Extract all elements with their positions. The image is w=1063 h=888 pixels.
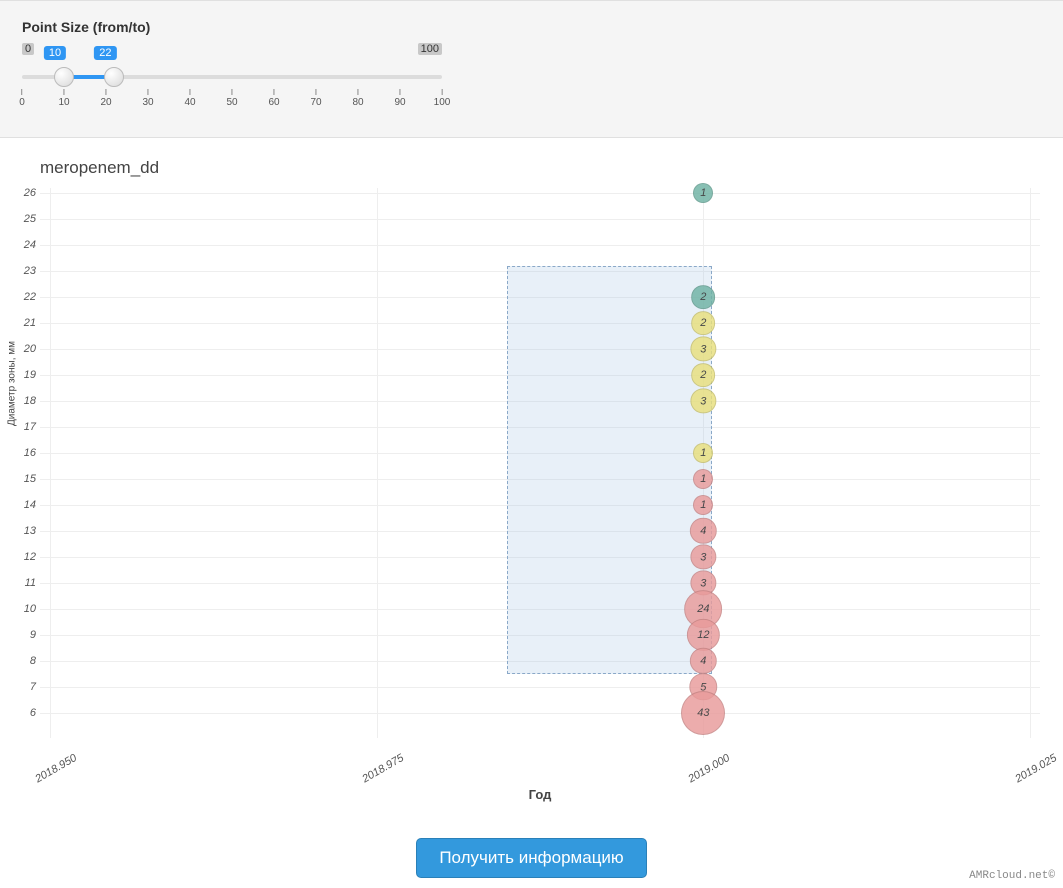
- point-size-slider[interactable]: 0 100 10 22 0102030405060708090100: [22, 43, 442, 113]
- slider-tick: 20: [100, 89, 111, 108]
- y-tick-label: 18: [18, 395, 36, 407]
- selection-box[interactable]: [507, 266, 712, 674]
- data-point[interactable]: 2: [691, 363, 715, 387]
- data-point[interactable]: 2: [691, 285, 715, 309]
- gridline-v: [377, 188, 378, 738]
- x-tick-label: 2019.000: [687, 752, 733, 785]
- gridline-v: [1030, 188, 1031, 738]
- slider-from-value: 10: [44, 46, 66, 60]
- scatter-plot[interactable]: Диаметр зоны, мм Год 6789101112131415161…: [40, 188, 1040, 738]
- y-tick-label: 23: [18, 265, 36, 277]
- get-info-button[interactable]: Получить информацию: [416, 838, 646, 878]
- y-tick-label: 16: [18, 447, 36, 459]
- data-point[interactable]: 1: [693, 469, 713, 489]
- slider-tick: 40: [184, 89, 195, 108]
- chart-area: meropenem_dd Диаметр зоны, мм Год 6 7 8 9 10…: [0, 138, 1063, 838]
- gridline-h: [40, 245, 1040, 246]
- y-tick-label: 19: [18, 369, 36, 381]
- data-point[interactable]: 4: [690, 518, 716, 544]
- y-tick-label: 13: [18, 525, 36, 537]
- slider-tick: 100: [434, 89, 451, 108]
- data-point[interactable]: 43: [681, 691, 725, 735]
- slider-max-label: 100: [418, 43, 442, 55]
- data-point[interactable]: 1: [693, 443, 713, 463]
- y-tick-label: 6: [18, 707, 36, 719]
- slider-tick: 0: [19, 89, 25, 108]
- y-tick-label: 25: [18, 213, 36, 225]
- x-tick-label: 2019.025: [1013, 752, 1059, 785]
- footer: Получить информацию AMRcloud.net©: [0, 838, 1063, 888]
- x-tick-label: 2018.950: [33, 752, 79, 785]
- chart-title: meropenem_dd: [40, 158, 159, 178]
- data-point[interactable]: 4: [690, 648, 716, 674]
- y-tick-label: 10: [18, 603, 36, 615]
- y-tick-label: 8: [18, 655, 36, 667]
- controls-panel: Point Size (from/to) 0 100 10 22 0 10 20 30…: [0, 0, 1063, 138]
- slider-tick: 70: [310, 89, 321, 108]
- slider-tick: 30: [142, 89, 153, 108]
- slider-title: Point Size (from/to): [22, 19, 1041, 35]
- y-tick-label: 11: [18, 577, 36, 589]
- y-tick-label: 21: [18, 317, 36, 329]
- y-tick-label: 15: [18, 473, 36, 485]
- slider-track[interactable]: 10 22: [22, 67, 442, 87]
- credit-text: AMRcloud.net©: [969, 870, 1055, 882]
- y-axis-label: Диаметр зоны, мм: [7, 341, 18, 426]
- y-tick-label: 20: [18, 343, 36, 355]
- slider-handle-to[interactable]: 22: [104, 67, 124, 87]
- slider-tick: 90: [394, 89, 405, 108]
- y-tick-label: 9: [18, 629, 36, 641]
- gridline-h: [40, 687, 1040, 688]
- y-tick-label: 22: [18, 291, 36, 303]
- gridline-h: [40, 713, 1040, 714]
- y-tick-label: 17: [18, 421, 36, 433]
- y-tick-label: 24: [18, 239, 36, 251]
- y-tick-label: 12: [18, 551, 36, 563]
- data-point[interactable]: 12: [687, 619, 719, 651]
- y-tick-label: 26: [18, 187, 36, 199]
- slider-ticks: 0102030405060708090100: [22, 89, 442, 113]
- x-axis-label: Год: [529, 787, 552, 802]
- slider-tick: 80: [352, 89, 363, 108]
- gridline-h: [40, 219, 1040, 220]
- data-point[interactable]: 2: [691, 311, 715, 335]
- gridline-v: [50, 188, 51, 738]
- slider-handle-from[interactable]: 10: [54, 67, 74, 87]
- data-point[interactable]: 1: [693, 183, 713, 203]
- data-point[interactable]: 1: [693, 495, 713, 515]
- slider-tick: 60: [268, 89, 279, 108]
- slider-to-value: 22: [94, 46, 116, 60]
- gridline-h: [40, 193, 1040, 194]
- slider-tick: 10: [58, 89, 69, 108]
- y-tick-label: 14: [18, 499, 36, 511]
- x-tick-label: 2018.975: [360, 752, 406, 785]
- slider-tick: 50: [226, 89, 237, 108]
- slider-min-label: 0: [22, 43, 34, 55]
- y-tick-label: 7: [18, 681, 36, 693]
